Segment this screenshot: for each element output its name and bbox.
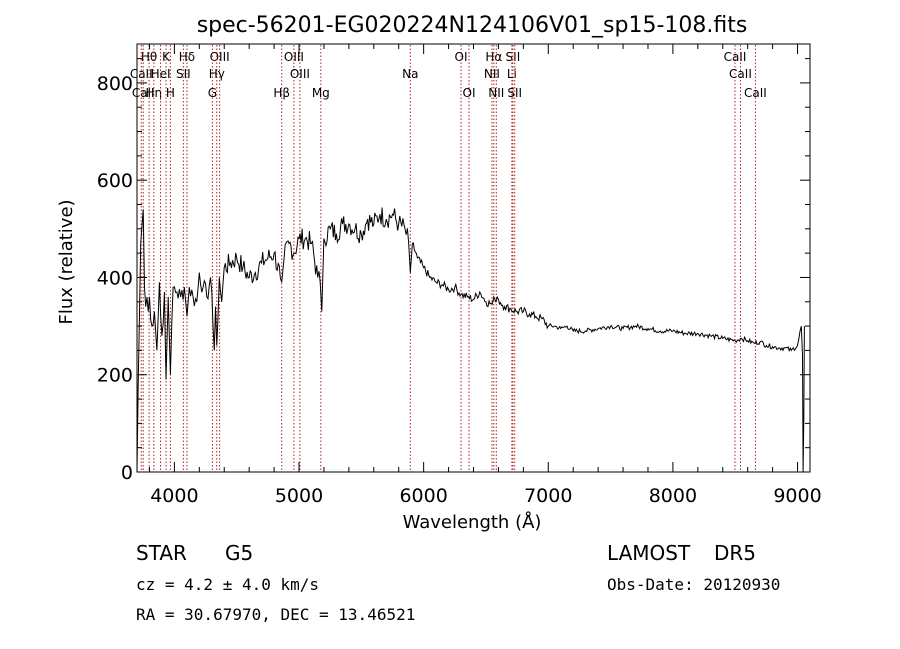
spectral-line-label: NII [488,86,504,100]
y-axis-label: Flux (relative) [56,199,77,324]
x-tick-label: 6000 [399,485,447,507]
y-tick-label: 800 [97,73,133,95]
spectral-line-label: K [162,50,171,64]
spectral-line-label: G [208,86,217,100]
spectrum-line [136,207,805,473]
spectral-line-label: Hα [485,50,502,64]
spectral-line-label: OI [455,50,468,64]
spectral-line-label: OIII [210,50,230,64]
spectrum-series [136,207,805,473]
spectral-line-label: CaII [132,86,155,100]
chart-title: spec-56201-EG020224N124106V01_sp15-108.f… [197,13,748,38]
spectral-line-label: OIII [284,50,304,64]
spectral-line-label: SII [176,67,191,81]
x-tick-label: 8000 [649,485,697,507]
spectral-line-label: OI [463,86,476,100]
x-tick-label: 9000 [773,485,821,507]
spectral-line-label: CaII [130,67,153,81]
y-tick-label: 400 [97,267,133,289]
data-release: DR5 [714,541,756,565]
spectral-line-label: Na [402,67,418,81]
x-tick-label: 4000 [150,485,198,507]
info-panel: STAR G5 LAMOST DR5 cz = 4.2 ± 4.0 km/s O… [136,541,780,624]
spectral-line-label: SII [507,86,522,100]
spectral-line-label: CaII [724,50,747,64]
y-tick-label: 200 [97,365,133,387]
plot-frame [136,43,811,473]
spectral-line-label: CaII [744,86,767,100]
spectral-line-label: SII [506,50,521,64]
spectral-line-label: OIII [290,67,310,81]
spectral-line-label: CaII [729,67,752,81]
y-tick-label: 0 [121,462,133,484]
spectral-line-label: Hβ [273,86,290,100]
spectral-line-label: HeI [151,67,171,81]
y-axis: 0 200 400 600 800 [97,58,810,484]
object-class: STAR [136,541,187,565]
coordinates: RA = 30.67970, DEC = 13.46521 [136,605,415,624]
survey-name: LAMOST [607,541,691,565]
observation-date: Obs-Date: 20120930 [607,575,780,594]
x-axis: 4000 5000 6000 7000 8000 9000 [148,44,822,507]
spectral-line-label: NII [484,67,500,81]
y-tick-label: 600 [97,170,133,192]
object-subclass: G5 [225,541,253,565]
spectral-line-label: Li [507,67,517,81]
spectral-line-label: Hη [146,86,163,100]
spectral-line-label: H [166,86,175,100]
spectral-line-label: Hγ [209,67,225,81]
redshift-velocity: cz = 4.2 ± 4.0 km/s [136,575,319,594]
x-axis-label: Wavelength (Å) [403,511,542,533]
spectral-line-label: Hδ [179,50,195,64]
x-tick-label: 5000 [275,485,323,507]
spectral-line-label: Hθ [141,50,157,64]
x-tick-label: 7000 [524,485,572,507]
spectral-line-label: Mg [312,86,330,100]
